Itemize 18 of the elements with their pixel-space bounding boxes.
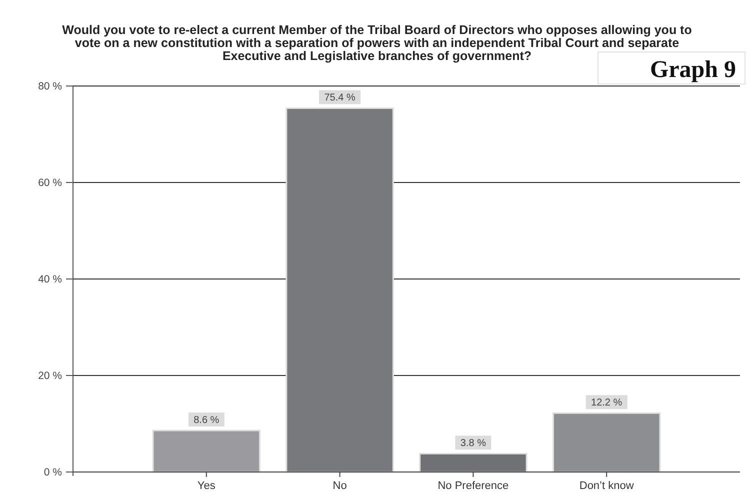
bar: [152, 430, 261, 473]
x-tick-label: Yes: [197, 480, 216, 492]
bar: [552, 412, 661, 473]
y-tick-label: 20 %: [38, 370, 62, 382]
data-label: 3.8 %: [460, 438, 486, 450]
data-label: 12.2 %: [591, 398, 622, 409]
x-tick-label: No Preference: [438, 480, 509, 492]
x-tick-label: No: [332, 480, 347, 492]
caption: Graph 9: [650, 57, 736, 83]
y-tick-label: 0 %: [44, 466, 62, 478]
data-label: 8.6 %: [194, 415, 220, 426]
data-label: 75.4 %: [324, 92, 356, 104]
y-tick-label: 80 %: [38, 80, 62, 92]
bar: [419, 452, 528, 473]
bar: [286, 107, 394, 473]
y-tick-label: 60 %: [38, 177, 62, 189]
x-tick-label: Don’t know: [579, 480, 634, 492]
y-tick-label: 40 %: [38, 274, 62, 286]
